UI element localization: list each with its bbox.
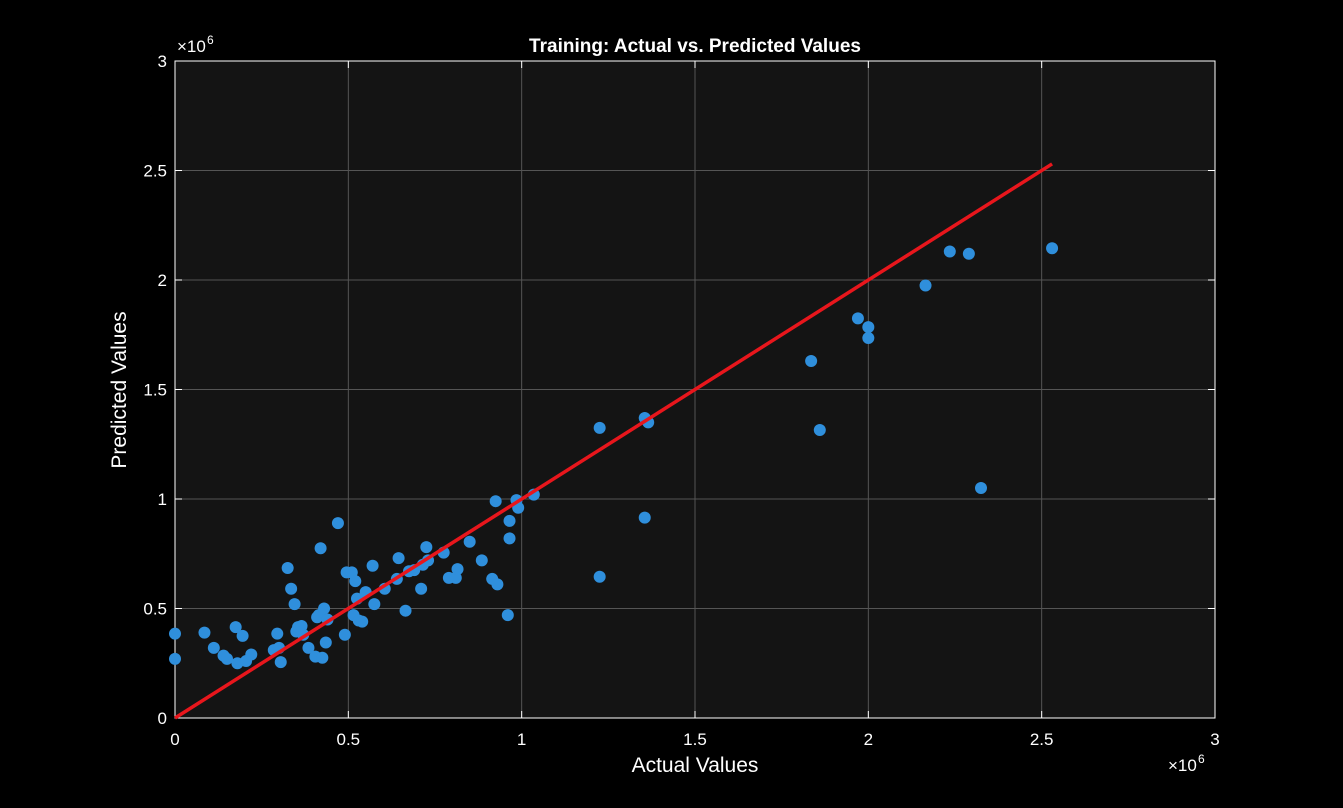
data-point	[491, 578, 504, 591]
data-point	[399, 604, 412, 617]
svg-text:×10: ×10	[177, 37, 206, 56]
data-point	[851, 312, 864, 325]
x-tick-label: 0.5	[337, 730, 361, 749]
y-tick-label: 3	[158, 52, 167, 71]
data-point	[1046, 242, 1059, 255]
data-point	[169, 652, 181, 665]
data-point	[314, 542, 327, 555]
data-point	[943, 245, 956, 258]
data-point	[501, 609, 514, 622]
data-point	[805, 355, 818, 368]
data-point	[475, 554, 488, 567]
plot-frame	[174, 60, 1216, 719]
svg-text:×10: ×10	[1168, 756, 1197, 775]
data-point	[503, 514, 516, 527]
y-axis-label: Predicted Values	[108, 311, 131, 468]
y-tick-label: 1	[158, 490, 167, 509]
y-tick-label: 1.5	[143, 381, 167, 400]
y-tick-label: 0.5	[143, 600, 167, 619]
y-exponent-label: ×10 6	[177, 33, 214, 56]
data-points	[169, 242, 1059, 670]
data-point	[366, 559, 379, 572]
data-point	[862, 321, 875, 334]
axes	[174, 60, 1216, 719]
data-point	[962, 247, 975, 260]
data-point	[331, 517, 344, 530]
data-point	[489, 495, 502, 508]
data-point	[245, 648, 258, 661]
x-tick-label: 0	[170, 730, 179, 749]
data-point	[593, 421, 606, 434]
data-point	[169, 627, 181, 640]
data-point	[463, 535, 476, 548]
svg-text:6: 6	[1198, 752, 1205, 766]
y-tick-label: 2.5	[143, 162, 167, 181]
y-tick-labels: 0 0.5 1 1.5 2 2.5 3	[143, 52, 167, 728]
data-point	[813, 424, 826, 437]
data-point	[236, 629, 249, 642]
y-tick-label: 0	[158, 709, 167, 728]
data-point	[316, 651, 329, 664]
x-tick-label: 3	[1210, 730, 1219, 749]
x-tick-label: 2.5	[1030, 730, 1054, 749]
x-tick-labels: 0 0.5 1 1.5 2 2.5 3	[170, 730, 1219, 749]
data-point	[356, 615, 369, 628]
data-point	[638, 511, 651, 524]
data-point	[221, 652, 233, 665]
data-point	[415, 582, 428, 595]
data-point	[207, 641, 220, 654]
y-tick-label: 2	[158, 271, 167, 290]
data-point	[281, 561, 294, 574]
data-point	[368, 598, 381, 611]
x-tick-label: 1.5	[683, 730, 707, 749]
x-tick-label: 2	[864, 730, 873, 749]
x-tick-label: 1	[517, 730, 526, 749]
data-point	[338, 628, 351, 641]
data-point	[451, 563, 464, 576]
data-point	[285, 582, 298, 595]
data-point	[302, 641, 315, 654]
data-point	[198, 626, 211, 639]
chart-title: Training: Actual vs. Predicted Values	[529, 36, 861, 57]
data-point	[229, 621, 242, 634]
data-point	[318, 602, 331, 615]
data-point	[975, 482, 987, 495]
data-point	[288, 598, 301, 611]
data-point	[503, 532, 516, 545]
data-point	[862, 332, 875, 345]
data-point	[271, 627, 284, 640]
svg-text:6: 6	[207, 33, 214, 47]
data-point	[319, 636, 332, 649]
data-point	[420, 541, 433, 554]
data-point	[274, 656, 287, 669]
x-exponent-label: ×10 6	[1168, 752, 1205, 775]
data-point	[349, 575, 362, 588]
x-axis-label: Actual Values	[632, 754, 759, 777]
data-point	[593, 570, 606, 583]
fit-line	[174, 162, 1054, 720]
data-point	[919, 279, 932, 292]
data-point	[392, 552, 405, 565]
